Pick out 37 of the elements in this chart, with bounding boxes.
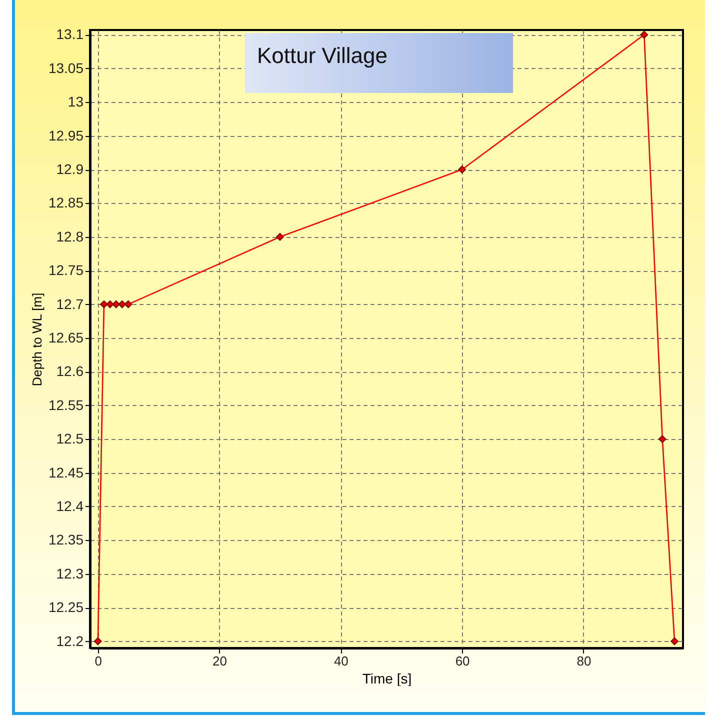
y-tick-label: 12.6 [56, 363, 84, 380]
y-tick-label: 12.2 [56, 632, 84, 649]
y-tick-label: 12.45 [48, 464, 84, 480]
point [94, 637, 102, 646]
point [458, 166, 466, 174]
y-tick-label: 12.65 [48, 329, 84, 346]
y-tick-label: 12.7 [56, 296, 84, 312]
point [106, 300, 114, 308]
x-tick-label: 20 [212, 654, 228, 668]
point [640, 30, 648, 39]
y-tick-label: 12.25 [48, 599, 84, 616]
text: Kottur Village [257, 43, 388, 69]
y-tick-label: 12.9 [56, 161, 84, 178]
y-axis-title: Depth to WL [m] [29, 292, 44, 386]
point [112, 300, 120, 308]
y-tick-label: 12.85 [48, 194, 84, 211]
y-tick-label: 12.35 [48, 532, 84, 548]
x-tick-label: 60 [455, 654, 470, 668]
y-tick-label: 12.5 [56, 430, 84, 447]
y-tick-label: 12.3 [56, 565, 84, 582]
y-tick-label: 12.8 [56, 228, 84, 244]
x-tick-label: 80 [576, 654, 592, 668]
y-tick-label: 13.05 [48, 60, 84, 76]
point [100, 300, 108, 308]
y-tick-label: 12.4 [56, 498, 84, 514]
x-tick-label: 0 [94, 654, 102, 668]
point [276, 232, 284, 241]
y-tick-label: 13.1 [56, 26, 84, 42]
y-tick-label: 12.55 [48, 396, 84, 413]
point [658, 435, 666, 444]
y-tick-label: 13 [68, 94, 84, 110]
point [124, 300, 132, 308]
point [670, 637, 678, 646]
point [118, 300, 126, 308]
y-tick-label: 12.75 [48, 262, 84, 278]
x-tick-label: 40 [334, 654, 348, 668]
y-tick-label: 12.95 [48, 127, 84, 144]
